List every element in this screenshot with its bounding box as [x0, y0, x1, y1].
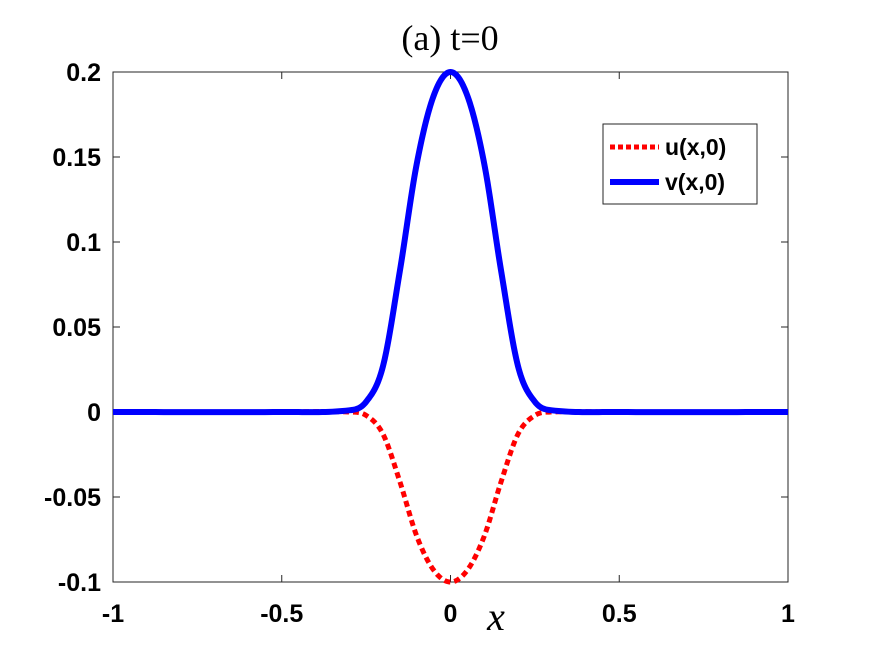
- chart-title: (a) t=0: [401, 18, 498, 58]
- y-tick-label: 0: [87, 399, 101, 427]
- y-tick-label: 0.2: [66, 59, 101, 87]
- series-layer: [113, 69, 788, 585]
- x-tick-label: -1: [102, 600, 124, 628]
- y-tick-label: 0.1: [66, 229, 101, 257]
- y-tick-label: 0.05: [52, 314, 101, 342]
- x-tick-label: 0: [444, 600, 458, 628]
- series-line-u: [113, 409, 788, 585]
- legend-label-v: v(x,0): [665, 169, 725, 195]
- x-tick-label: 1: [781, 600, 795, 628]
- x-axis: -1 -0.5 0 0.5 1: [102, 72, 795, 628]
- y-tick-label: -0.05: [44, 484, 101, 512]
- x-tick-label: 0.5: [602, 600, 637, 628]
- x-tick-label: -0.5: [260, 600, 303, 628]
- y-axis: -0.1 -0.05 0 0.05 0.1 0.15 0.2: [44, 59, 788, 597]
- x-axis-label: x: [486, 594, 505, 639]
- legend-label-u: u(x,0): [665, 134, 726, 160]
- y-tick-label: -0.1: [58, 569, 101, 597]
- legend: u(x,0) v(x,0): [602, 123, 758, 205]
- legend-box: [602, 123, 758, 205]
- series-line-v: [113, 69, 788, 416]
- y-tick-label: 0.15: [52, 144, 101, 172]
